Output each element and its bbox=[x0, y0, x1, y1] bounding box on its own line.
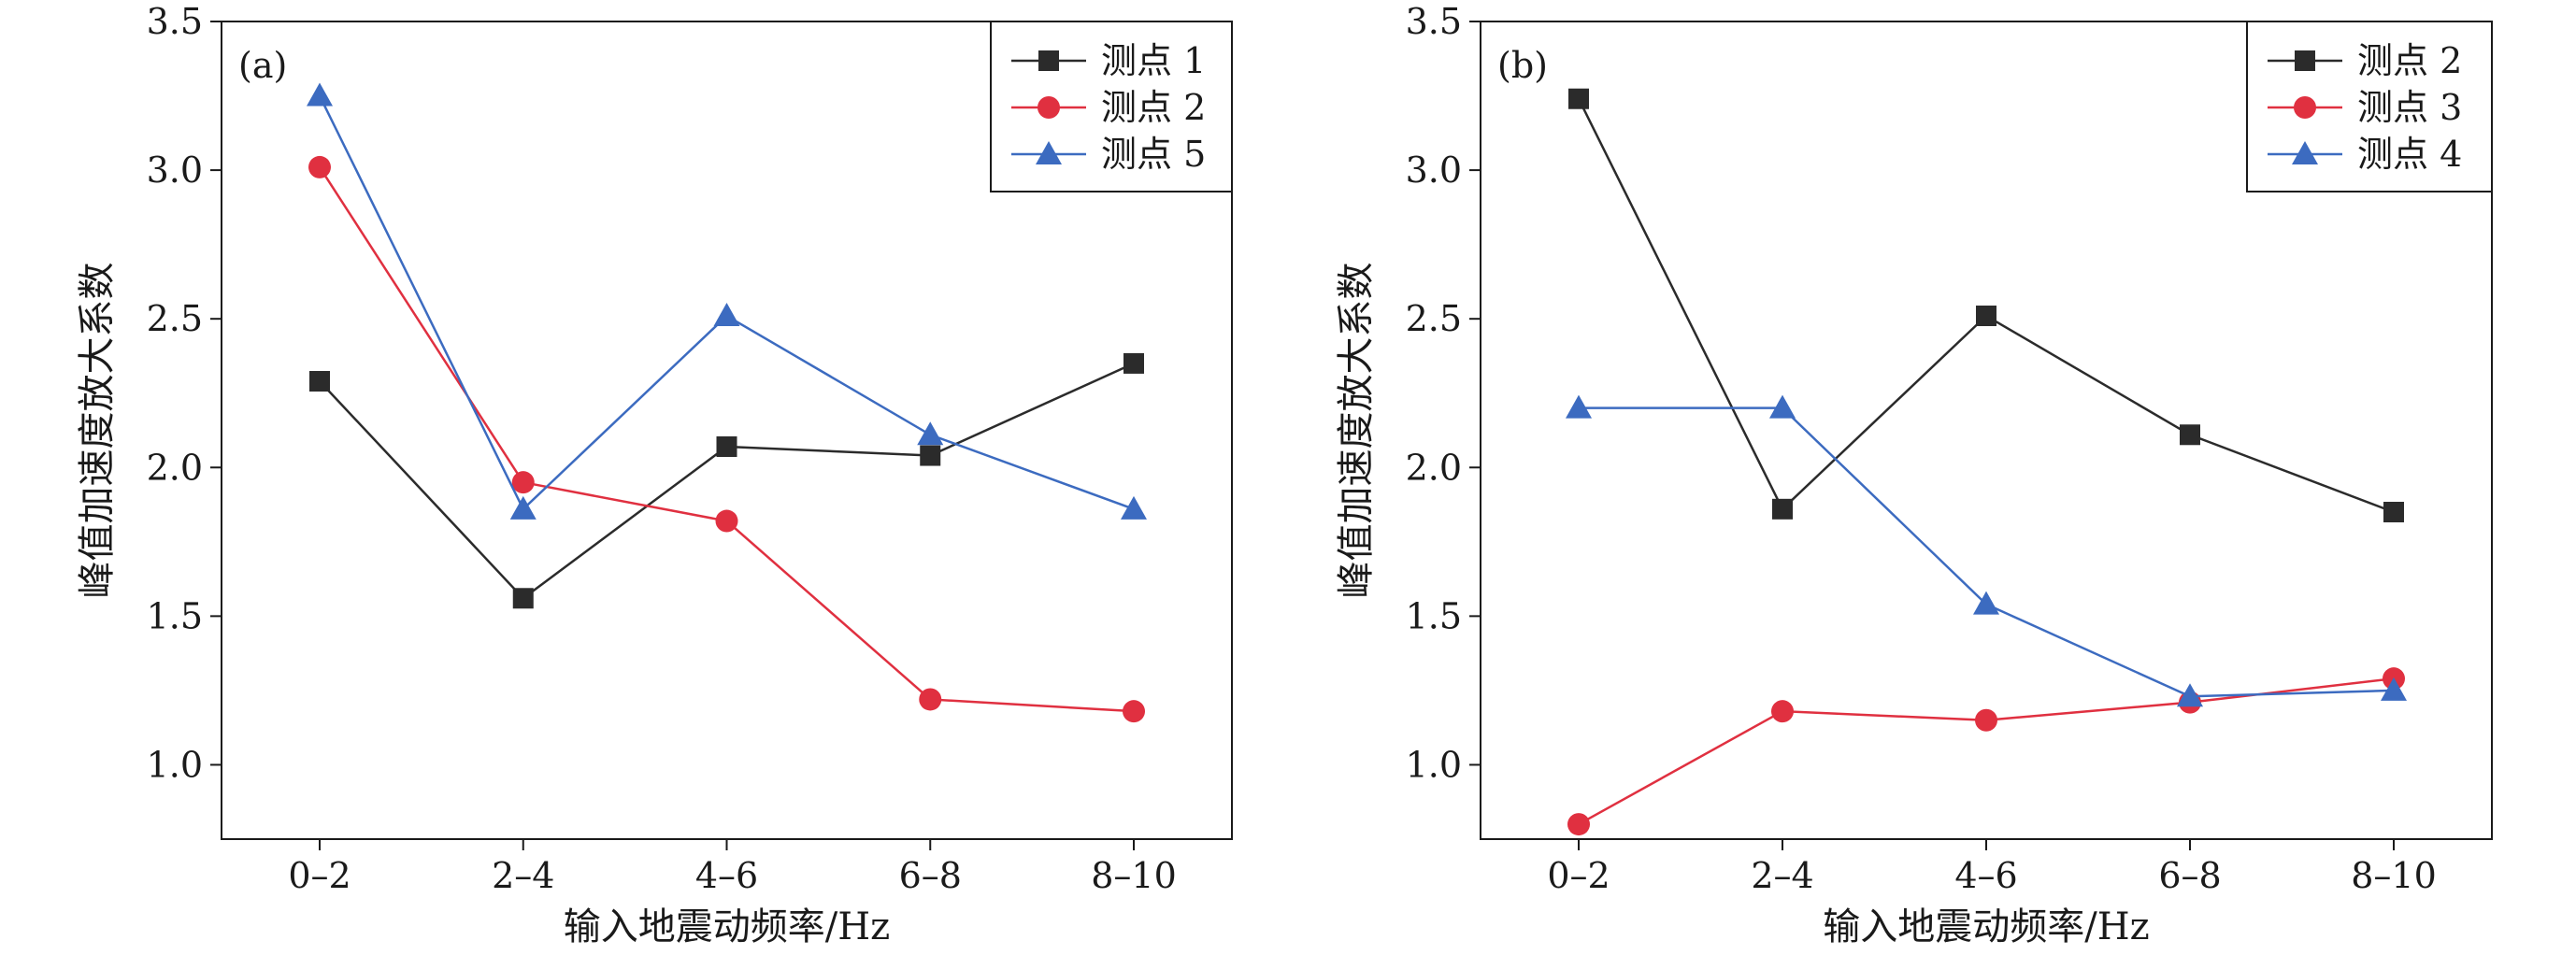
data-point-marker bbox=[1568, 88, 1589, 109]
legend-marker bbox=[2294, 96, 2316, 119]
legend-label: 测点 2 bbox=[1101, 87, 1206, 128]
legend: 测点 1 测点 2 测点 5 bbox=[990, 21, 1233, 192]
legend-marker bbox=[1038, 96, 1060, 119]
data-point-marker bbox=[509, 495, 537, 520]
data-point-marker bbox=[919, 688, 942, 711]
data-point-marker bbox=[1976, 306, 1996, 326]
x-tick-label: 4–6 bbox=[695, 855, 758, 896]
x-axis-title: 输入地震动频率/Hz bbox=[564, 905, 890, 948]
chart-panel-b: 1.0 1.5 2.0 2.5 3.0 3.5 0–2 2–4 4–6 6–8 8–10 输入地震动频… bbox=[1335, 1, 2493, 948]
y-tick-label: 1.5 bbox=[147, 595, 203, 636]
x-tick-label: 0–2 bbox=[288, 855, 351, 896]
x-tick-label: 2–4 bbox=[1751, 855, 1813, 896]
y-tick-label: 1.0 bbox=[1406, 744, 1462, 785]
x-tick-label: 6–8 bbox=[2158, 855, 2221, 896]
x-tick-label: 2–4 bbox=[492, 855, 554, 896]
x-tick-label: 8–10 bbox=[2351, 855, 2437, 896]
y-tick-label: 1.0 bbox=[147, 744, 203, 785]
data-point-marker bbox=[1772, 498, 1793, 520]
data-point-marker bbox=[309, 371, 330, 392]
data-point-marker bbox=[1566, 394, 1592, 419]
legend-label: 测点 4 bbox=[2357, 134, 2462, 175]
y-tick-label: 2.5 bbox=[1406, 298, 1462, 339]
chart-panel-a: 1.0 1.5 2.0 2.5 3.0 3.5 0–2 2–4 4–6 6–8 8–10 输入地震动频… bbox=[76, 1, 1233, 948]
y-axis-title: 峰值加速度放大系数 bbox=[1335, 263, 1378, 599]
panel-label: (b) bbox=[1497, 45, 1548, 86]
y-axis-title: 峰值加速度放大系数 bbox=[76, 263, 119, 599]
data-point-marker bbox=[512, 588, 534, 609]
y-tick-label: 2.5 bbox=[147, 298, 203, 339]
data-point-marker bbox=[511, 471, 535, 494]
data-point-marker bbox=[1121, 495, 1147, 520]
legend-marker bbox=[1038, 50, 1059, 71]
y-tick-label: 2.0 bbox=[1406, 447, 1462, 488]
data-point-marker bbox=[1975, 708, 1997, 732]
legend-label: 测点 5 bbox=[1101, 134, 1206, 175]
data-point-marker bbox=[716, 436, 737, 457]
data-point-marker bbox=[2177, 683, 2203, 707]
y-tick-label: 3.0 bbox=[147, 150, 203, 191]
y-tick-label: 1.5 bbox=[1406, 595, 1462, 636]
data-point-marker bbox=[920, 445, 941, 466]
data-point-marker bbox=[1771, 700, 1794, 723]
legend-label: 测点 3 bbox=[2357, 87, 2462, 128]
legend-label: 测点 1 bbox=[1101, 40, 1206, 81]
legend-marker bbox=[2292, 141, 2318, 164]
data-point-marker bbox=[715, 509, 738, 533]
data-point-marker bbox=[713, 303, 740, 326]
panel-label: (a) bbox=[238, 45, 287, 86]
legend-marker bbox=[2295, 50, 2315, 71]
y-tick-label: 3.5 bbox=[147, 1, 203, 42]
data-point-marker bbox=[1123, 352, 1144, 374]
data-point-marker bbox=[1567, 813, 1590, 836]
data-point-marker bbox=[2381, 677, 2407, 701]
data-point-marker bbox=[2383, 502, 2404, 522]
data-point-marker bbox=[917, 421, 944, 446]
y-tick-label: 3.5 bbox=[1406, 1, 1462, 42]
series-line-3 bbox=[1579, 406, 2395, 698]
legend-label: 测点 2 bbox=[2357, 40, 2462, 81]
x-tick-label: 0–2 bbox=[1547, 855, 1610, 896]
data-point-marker bbox=[1973, 591, 1999, 615]
legend: 测点 2 测点 3 测点 4 bbox=[2246, 21, 2493, 192]
x-tick-label: 6–8 bbox=[899, 855, 962, 896]
data-point-marker bbox=[1769, 394, 1796, 419]
x-tick-label: 4–6 bbox=[1954, 855, 2017, 896]
legend-marker bbox=[1036, 141, 1062, 164]
data-point-marker bbox=[1123, 700, 1145, 723]
series-line-2 bbox=[1578, 677, 2395, 826]
data-point-marker bbox=[307, 82, 333, 107]
data-point-marker bbox=[2180, 424, 2200, 446]
series-line-1 bbox=[319, 362, 1135, 600]
x-axis-title: 输入地震动频率/Hz bbox=[1823, 905, 2149, 948]
x-tick-label: 8–10 bbox=[1091, 855, 1177, 896]
y-tick-label: 2.0 bbox=[147, 447, 203, 488]
y-tick-label: 3.0 bbox=[1406, 150, 1462, 191]
data-point-marker bbox=[308, 155, 331, 178]
